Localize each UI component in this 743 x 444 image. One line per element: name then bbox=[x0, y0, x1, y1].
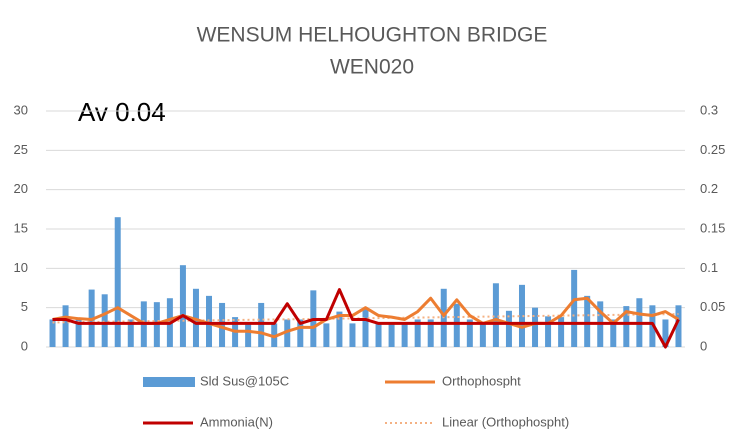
y2-tick-label: 0.2 bbox=[700, 181, 718, 196]
bar bbox=[258, 302, 265, 347]
y2-tick-label: 0.15 bbox=[700, 220, 725, 235]
bar bbox=[179, 265, 186, 347]
bar bbox=[466, 319, 473, 347]
bar bbox=[584, 295, 591, 347]
bar bbox=[453, 303, 460, 347]
bar bbox=[219, 302, 226, 347]
bar bbox=[323, 323, 330, 347]
bar bbox=[571, 269, 578, 347]
bar bbox=[336, 311, 343, 347]
y2-tick-label: 0.3 bbox=[700, 102, 718, 117]
bar bbox=[62, 305, 69, 347]
bar bbox=[427, 319, 434, 347]
bar bbox=[114, 217, 121, 347]
legend-label: Ammonia(N) bbox=[200, 414, 273, 429]
legend-label: Orthophospht bbox=[442, 373, 521, 388]
bar bbox=[284, 319, 291, 347]
chart-title: WENSUM HELHOUGHTON BRIDGE bbox=[197, 24, 548, 47]
y2-tick-label: 0.05 bbox=[700, 299, 725, 314]
bar bbox=[362, 309, 369, 347]
chart-subtitle: WEN020 bbox=[330, 56, 414, 79]
bar bbox=[192, 288, 199, 347]
bar bbox=[297, 319, 304, 347]
bar bbox=[101, 294, 108, 347]
bar bbox=[623, 306, 630, 347]
bar bbox=[532, 307, 539, 347]
bar bbox=[414, 319, 421, 347]
trendline bbox=[52, 313, 679, 324]
legend-swatch bbox=[143, 377, 195, 387]
bar bbox=[610, 319, 617, 347]
bar bbox=[401, 323, 408, 347]
bar bbox=[75, 319, 82, 347]
bar bbox=[479, 323, 486, 347]
bar bbox=[675, 305, 682, 347]
y2-tick-label: 0 bbox=[700, 338, 707, 353]
y-tick-label: 5 bbox=[21, 299, 28, 314]
y-tick-label: 30 bbox=[14, 102, 28, 117]
annotation: Av 0.04 bbox=[78, 97, 166, 127]
bar bbox=[518, 284, 525, 347]
y2-tick-label: 0.1 bbox=[700, 260, 718, 275]
bar bbox=[375, 323, 382, 347]
bar bbox=[492, 283, 499, 347]
bar bbox=[245, 323, 252, 347]
bar bbox=[388, 323, 395, 347]
y-tick-label: 0 bbox=[21, 338, 28, 353]
y-tick-label: 15 bbox=[14, 220, 28, 235]
bar bbox=[206, 295, 213, 347]
y-tick-label: 20 bbox=[14, 181, 28, 196]
bar bbox=[349, 323, 356, 347]
y2-tick-label: 0.25 bbox=[700, 142, 725, 157]
bar bbox=[49, 319, 56, 347]
bar bbox=[505, 310, 512, 347]
line-series bbox=[52, 288, 680, 349]
legend-label: Sld Sus@105C bbox=[200, 373, 289, 388]
bar bbox=[558, 317, 565, 347]
bar bbox=[545, 316, 552, 347]
y-tick-label: 25 bbox=[14, 142, 28, 157]
bar bbox=[662, 319, 669, 347]
y-tick-label: 10 bbox=[14, 260, 28, 275]
bar bbox=[127, 319, 134, 347]
legend-label: Linear (Orthophospht) bbox=[442, 414, 569, 429]
